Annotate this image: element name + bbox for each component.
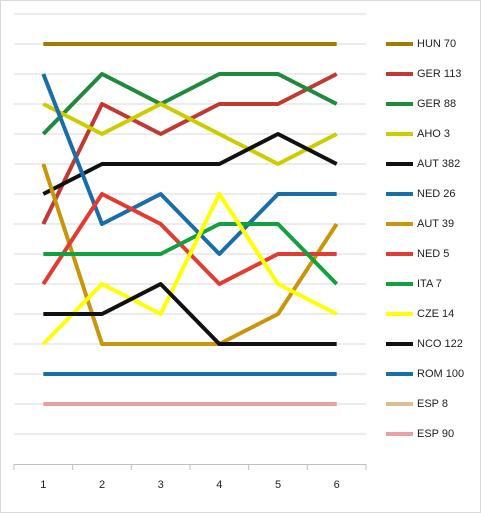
- legend-label: NED 5: [417, 248, 449, 260]
- legend-label: CZE 14: [417, 308, 454, 320]
- x-tick-label: 3: [158, 479, 164, 491]
- x-tick-label: 1: [40, 479, 46, 491]
- x-tick-label: 2: [99, 479, 105, 491]
- legend-label: GER 113: [417, 68, 461, 80]
- series-line: [43, 282, 337, 346]
- x-tick-label: 4: [216, 479, 222, 491]
- series-line: [42, 102, 338, 166]
- x-tick-label: 6: [334, 479, 340, 491]
- legend-label: NCO 122: [417, 338, 463, 350]
- legend-label: ESP 90: [417, 428, 454, 440]
- series-line: [41, 192, 338, 346]
- series-line: [41, 73, 337, 256]
- series-line: [41, 72, 338, 136]
- legend-label: GER 88: [417, 98, 456, 110]
- legend-label: ROM 100: [417, 368, 464, 380]
- series-line: [43, 222, 339, 286]
- legend-label: HUN 70: [417, 38, 456, 50]
- legend-label: NED 26: [417, 188, 456, 200]
- legend-label: AUT 39: [417, 218, 454, 230]
- series-line: [42, 132, 338, 196]
- legend-label: AHO 3: [417, 128, 450, 140]
- legend-label: ESP 8: [417, 398, 448, 410]
- legend-label: AUT 382: [417, 158, 460, 170]
- x-tick-label: 5: [275, 479, 281, 491]
- legend-label: ITA 7: [417, 278, 442, 290]
